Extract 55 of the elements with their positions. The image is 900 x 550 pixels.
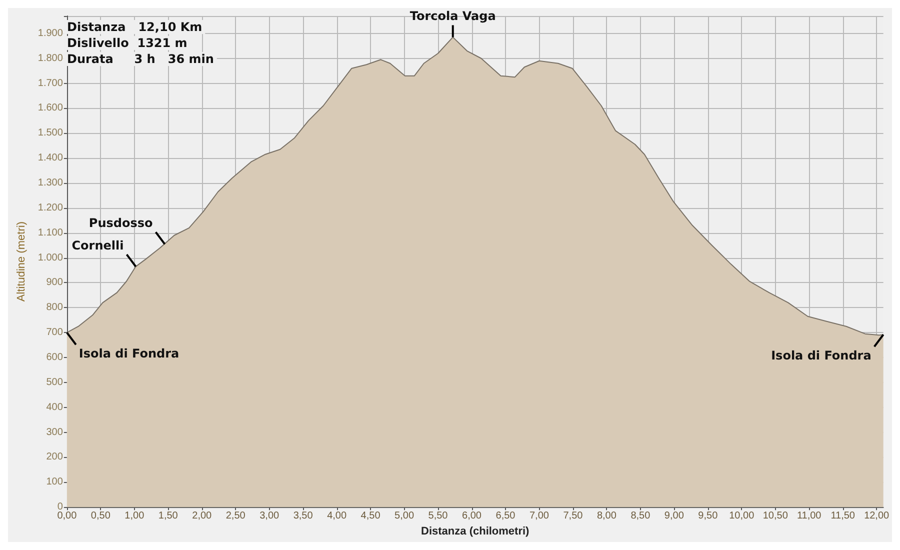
x-tick-label: 9,50 bbox=[698, 510, 718, 522]
x-tick-label: 2,50 bbox=[226, 510, 246, 522]
y-tick-label: 1.800 bbox=[38, 52, 64, 64]
x-tick-label: 5,00 bbox=[394, 510, 414, 522]
x-tick-label: 8,00 bbox=[596, 510, 617, 522]
y-tick-label: 400 bbox=[46, 402, 64, 413]
x-tick-label: 11,50 bbox=[830, 510, 856, 522]
x-tick-label: 4,00 bbox=[327, 510, 347, 522]
annotation: Dislivello 1321 m bbox=[67, 36, 188, 50]
y-tick-label: 1.300 bbox=[38, 178, 64, 189]
y-axis-title: Altitudine (metri) bbox=[16, 222, 28, 302]
annotation: Cornelli bbox=[72, 238, 124, 253]
x-tick-label: 5,50 bbox=[428, 510, 448, 522]
y-tick-label: 1.200 bbox=[38, 202, 64, 214]
y-tick-label: 600 bbox=[46, 352, 64, 364]
annotation: Pusdosso bbox=[88, 216, 153, 230]
x-tick-label: 12,00 bbox=[864, 510, 890, 522]
x-tick-label: 9,00 bbox=[664, 510, 684, 522]
x-tick-label: 10,00 bbox=[729, 510, 755, 522]
x-tick-label: 1,50 bbox=[158, 510, 178, 522]
x-tick-label: 11,00 bbox=[796, 510, 822, 522]
y-tick-label: 1.700 bbox=[38, 78, 64, 89]
x-tick-label: 3,50 bbox=[293, 510, 314, 522]
y-tick-label: 0 bbox=[57, 502, 64, 513]
annotation: Torcola Vaga bbox=[410, 9, 496, 24]
x-tick-label: 8,50 bbox=[630, 510, 651, 522]
y-tick-label: 700 bbox=[46, 327, 64, 338]
y-tick-label: 1.000 bbox=[38, 252, 64, 264]
annotation: Distanza 12,10 Km bbox=[67, 20, 202, 34]
y-tick-label: 200 bbox=[46, 452, 64, 463]
x-tick-label: 6,00 bbox=[462, 510, 482, 522]
x-tick-label: 6,50 bbox=[496, 510, 516, 522]
y-tick-label: 1.400 bbox=[38, 152, 64, 164]
annotation: Isola di Fondra bbox=[78, 346, 180, 361]
x-tick-label: 7,50 bbox=[563, 510, 584, 522]
y-tick-label: 800 bbox=[46, 302, 64, 314]
y-tick-label: 1.500 bbox=[38, 128, 64, 139]
x-tick-label: 7,00 bbox=[529, 510, 550, 522]
y-tick-label: 900 bbox=[46, 277, 64, 288]
y-tick-label: 1.600 bbox=[38, 102, 64, 114]
y-tick-label: 1.100 bbox=[38, 227, 64, 238]
x-tick-label: 4,50 bbox=[360, 510, 381, 522]
x-tick-label: 1,00 bbox=[124, 510, 145, 522]
x-tick-label: 0,50 bbox=[90, 510, 111, 522]
x-tick-label: 3,00 bbox=[260, 510, 280, 522]
y-tick-label: 100 bbox=[46, 476, 64, 488]
x-tick-label: 10,50 bbox=[762, 510, 788, 522]
x-axis-title: Distanza (chilometri) bbox=[421, 526, 530, 538]
x-tick-label: 2,00 bbox=[192, 510, 212, 522]
annotation: Durata 3 h 36 min bbox=[67, 52, 214, 66]
x-tick-label: 0,00 bbox=[57, 510, 78, 522]
y-tick-label: 500 bbox=[46, 376, 64, 388]
y-tick-label: 300 bbox=[46, 426, 64, 438]
annotation: Isola di Fondra bbox=[771, 348, 872, 363]
y-tick-label: 1.900 bbox=[38, 28, 64, 39]
